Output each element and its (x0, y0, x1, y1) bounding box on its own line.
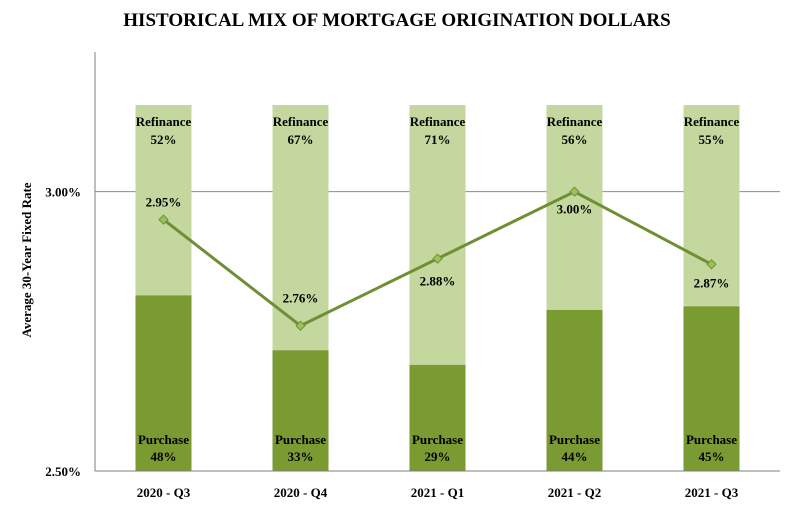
refinance-value-2: 71% (425, 132, 451, 147)
refinance-label-4: Refinance (684, 114, 740, 129)
bar-purchase-2 (409, 364, 466, 471)
purchase-value-4: 45% (699, 449, 725, 464)
refinance-label-2: Refinance (410, 114, 466, 129)
purchase-label-4: Purchase (686, 432, 737, 447)
rate-label-0: 2.95% (146, 195, 182, 210)
refinance-value-3: 56% (562, 132, 588, 147)
y-tick-label-0: 2.50% (45, 464, 81, 479)
rate-label-1: 2.76% (283, 291, 319, 306)
bar-purchase-0 (135, 295, 192, 471)
bar-refinance-4 (683, 105, 740, 307)
rate-label-2: 2.88% (420, 274, 456, 289)
refinance-label-0: Refinance (136, 114, 192, 129)
bar-refinance-2 (409, 105, 466, 365)
y-axis-title: Average 30-Year Fixed Rate (19, 182, 34, 337)
purchase-value-1: 33% (288, 449, 314, 464)
purchase-value-0: 48% (151, 449, 177, 464)
x-tick-label-4: 2021 - Q3 (685, 485, 739, 500)
refinance-value-1: 67% (288, 132, 314, 147)
purchase-label-0: Purchase (138, 432, 189, 447)
rate-point-4 (706, 259, 717, 270)
purchase-value-3: 44% (562, 449, 588, 464)
purchase-label-2: Purchase (412, 432, 463, 447)
bar-refinance-1 (272, 105, 329, 351)
purchase-label-3: Purchase (549, 432, 600, 447)
refinance-value-4: 55% (699, 132, 725, 147)
x-tick-label-1: 2020 - Q4 (274, 485, 328, 500)
refinance-label-3: Refinance (547, 114, 603, 129)
rate-label-3: 3.00% (557, 202, 593, 217)
y-tick-label-1: 3.00% (45, 185, 81, 200)
rate-point-1 (295, 320, 306, 331)
rate-point-3 (569, 186, 580, 197)
rate-point-2 (432, 253, 443, 264)
bar-refinance-3 (546, 105, 603, 310)
bar-purchase-1 (272, 350, 329, 471)
purchase-value-2: 29% (425, 449, 451, 464)
bar-refinance-0 (135, 105, 192, 296)
x-tick-label-2: 2021 - Q1 (411, 485, 464, 500)
refinance-value-0: 52% (151, 132, 177, 147)
rate-label-4: 2.87% (694, 275, 730, 290)
chart-title: HISTORICAL MIX OF MORTGAGE ORIGINATION D… (123, 10, 670, 31)
bar-purchase-4 (683, 306, 740, 471)
x-tick-label-3: 2021 - Q2 (548, 485, 601, 500)
bar-purchase-3 (546, 309, 603, 471)
purchase-label-1: Purchase (275, 432, 326, 447)
plot-area: Refinance 52% Purchase 48% 2020 - Q3 Refinanc… (45, 52, 780, 500)
x-tick-label-0: 2020 - Q3 (137, 485, 191, 500)
rate-point-0 (158, 214, 169, 225)
refinance-label-1: Refinance (273, 114, 329, 129)
